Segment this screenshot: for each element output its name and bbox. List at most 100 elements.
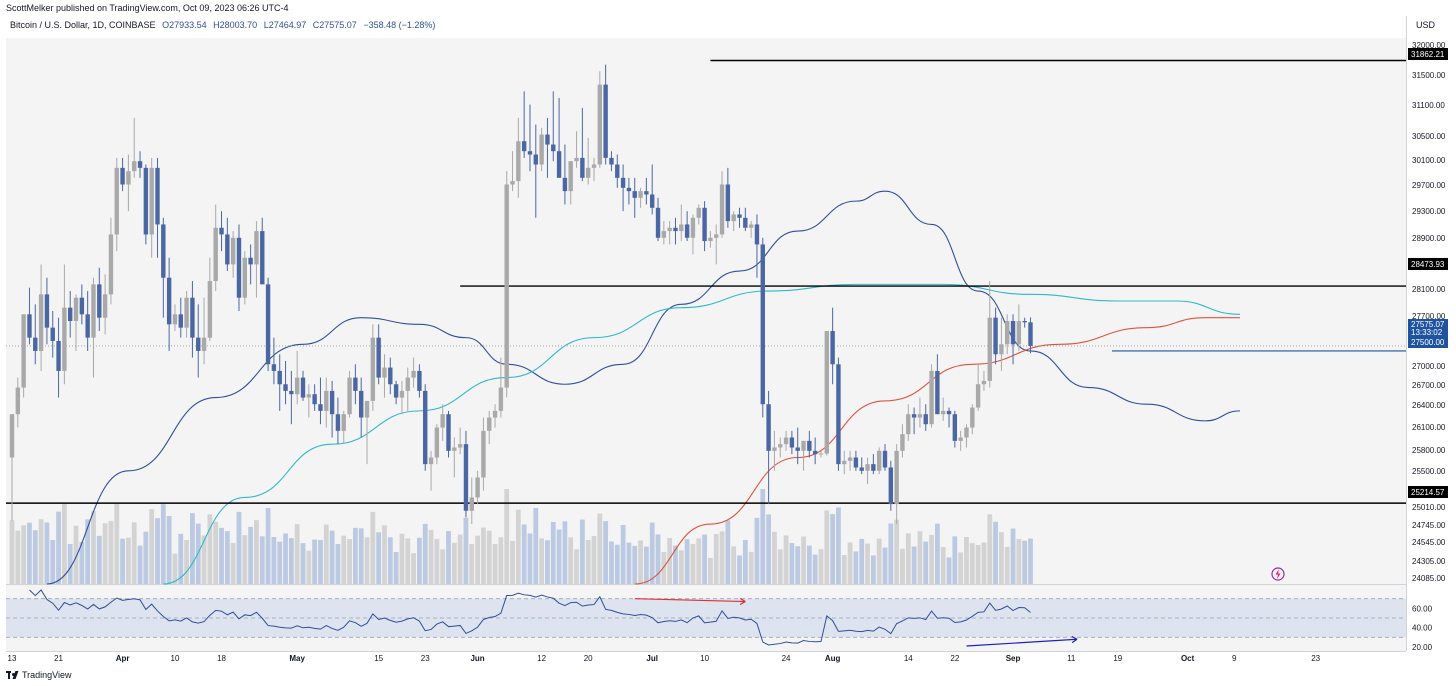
candle-body bbox=[68, 307, 73, 321]
level-price-badge bbox=[1408, 258, 1448, 270]
candle-body bbox=[347, 377, 352, 415]
time-tick-label: 22 bbox=[950, 654, 959, 663]
price-tick-label: 24085.00 bbox=[1412, 574, 1446, 583]
volume-bar bbox=[515, 509, 521, 584]
volume-bar bbox=[975, 545, 981, 584]
volume-bar bbox=[242, 535, 248, 584]
time-tick-label: 13 bbox=[8, 654, 17, 663]
volume-bar bbox=[1010, 528, 1016, 584]
volume-bar bbox=[748, 551, 754, 584]
volume-bar bbox=[294, 524, 300, 584]
currency-label[interactable]: USD bbox=[1416, 20, 1436, 30]
rsi-band bbox=[6, 598, 1406, 638]
time-tick-label: Jun bbox=[470, 654, 484, 663]
candle-body bbox=[591, 164, 597, 168]
volume-bar bbox=[149, 509, 155, 584]
change-value: −358.48 (−1.28%) bbox=[363, 20, 436, 30]
candle-body bbox=[836, 364, 841, 465]
candle-body bbox=[807, 440, 812, 451]
volume-bar bbox=[428, 529, 434, 584]
volume-bar bbox=[940, 547, 946, 584]
price-tick-label: 24745.00 bbox=[1412, 521, 1446, 530]
volume-bar bbox=[318, 540, 323, 584]
price-tick-label: 26400.00 bbox=[1412, 401, 1446, 410]
volume-bar bbox=[550, 522, 556, 584]
time-tick-label: 10 bbox=[700, 654, 709, 663]
price-tick-label: 29300.00 bbox=[1412, 207, 1446, 216]
lightning-icon[interactable] bbox=[1271, 567, 1285, 581]
candle-body bbox=[824, 330, 829, 454]
volume-bar bbox=[300, 543, 306, 584]
volume-bar bbox=[568, 537, 574, 584]
candle-body bbox=[818, 453, 824, 455]
symbol-label[interactable]: Bitcoin / U.S. Dollar, 1D, COINBASE bbox=[10, 20, 156, 30]
volume-bar bbox=[713, 533, 719, 584]
candle-body bbox=[56, 340, 61, 371]
candle-body bbox=[859, 467, 864, 471]
candle-body bbox=[574, 157, 579, 162]
volume-bar bbox=[725, 520, 731, 584]
volume-bar bbox=[323, 524, 329, 584]
volume-bar bbox=[38, 519, 44, 584]
volume-bar bbox=[73, 525, 79, 584]
time-tick-label: 23 bbox=[1311, 654, 1320, 663]
volume-bar bbox=[917, 531, 923, 584]
volume-bar bbox=[85, 519, 91, 584]
volume-bar bbox=[446, 531, 451, 584]
volume-bar bbox=[364, 537, 370, 584]
candle-body bbox=[38, 294, 44, 351]
open-value: O27933.54 bbox=[162, 20, 207, 30]
candle-body bbox=[132, 161, 137, 172]
candle-body bbox=[236, 237, 242, 298]
volume-bar bbox=[626, 542, 632, 584]
level-price-badge bbox=[1408, 48, 1448, 60]
volume-bar bbox=[219, 527, 224, 584]
volume-bar bbox=[533, 508, 539, 584]
candle-body bbox=[609, 157, 614, 165]
candle-body bbox=[353, 377, 358, 391]
candle-body bbox=[1010, 320, 1016, 345]
volume-bar bbox=[108, 520, 114, 584]
volume-bar bbox=[271, 537, 277, 584]
volume-bar bbox=[911, 546, 917, 584]
ohlc-legend: Bitcoin / U.S. Dollar, 1D, COINBASE O279… bbox=[10, 20, 435, 30]
candle-body bbox=[21, 314, 26, 388]
volume-bar bbox=[190, 513, 195, 584]
candle-body bbox=[719, 184, 725, 235]
candle-body bbox=[364, 400, 370, 418]
volume-bar bbox=[958, 552, 964, 584]
last-price-badge-text: 27575.07 bbox=[1411, 320, 1445, 329]
volume-bar bbox=[841, 555, 847, 584]
candle-body bbox=[690, 217, 696, 238]
candle-body bbox=[434, 427, 440, 458]
candle-body bbox=[772, 447, 777, 451]
candle-body bbox=[382, 367, 387, 378]
candle-body bbox=[888, 467, 894, 505]
candle-body bbox=[388, 367, 393, 385]
time-tick-label: Jul bbox=[646, 654, 658, 663]
rsi-tick-label: 20.00 bbox=[1412, 643, 1433, 652]
volume-bar bbox=[382, 525, 387, 584]
candle-body bbox=[33, 337, 38, 351]
candle-body bbox=[795, 447, 800, 451]
time-tick-label: 23 bbox=[421, 654, 430, 663]
candle-body bbox=[708, 237, 713, 242]
volume-bar bbox=[510, 540, 515, 584]
candle-body bbox=[661, 231, 667, 238]
price-tick-label: 25500.00 bbox=[1412, 467, 1446, 476]
volume-bar bbox=[387, 537, 393, 584]
candle-body bbox=[271, 364, 277, 371]
volume-bar bbox=[201, 535, 207, 584]
volume-bar bbox=[923, 541, 929, 584]
price-tick-label: 24305.00 bbox=[1412, 557, 1446, 566]
volume-bar bbox=[457, 534, 463, 584]
volume-bar bbox=[79, 541, 85, 584]
volume-bar bbox=[143, 531, 149, 584]
volume-bar bbox=[946, 557, 952, 584]
volume-bar bbox=[905, 533, 911, 584]
tradingview-logo[interactable]: TradingView bbox=[6, 670, 72, 680]
candle-body bbox=[981, 380, 987, 385]
candle-body bbox=[487, 417, 492, 431]
volume-bar bbox=[673, 545, 678, 584]
